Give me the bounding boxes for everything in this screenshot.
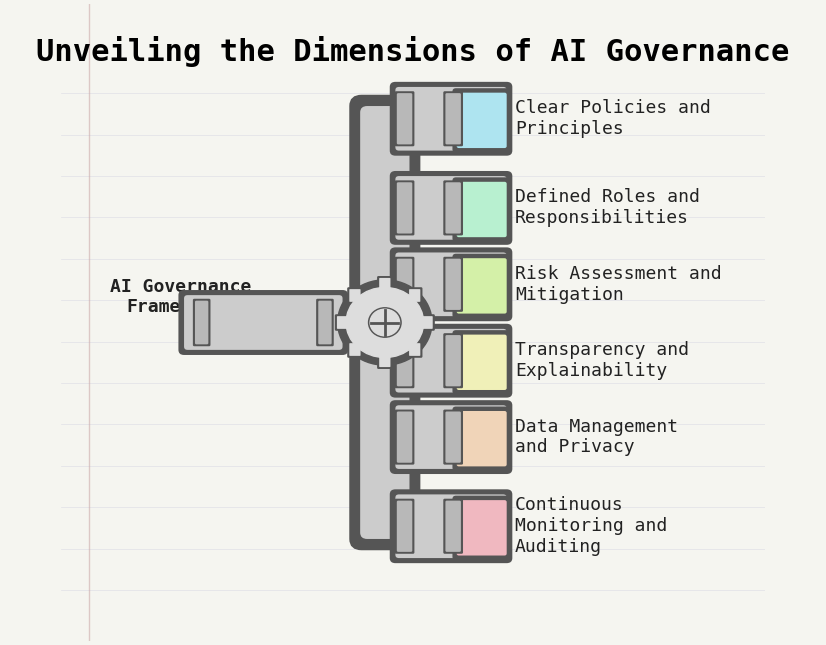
FancyBboxPatch shape — [445, 335, 461, 386]
FancyBboxPatch shape — [396, 176, 506, 240]
FancyBboxPatch shape — [457, 258, 506, 313]
FancyBboxPatch shape — [316, 299, 334, 346]
Circle shape — [373, 107, 397, 130]
FancyBboxPatch shape — [457, 335, 506, 390]
FancyBboxPatch shape — [396, 405, 506, 469]
Circle shape — [368, 308, 401, 337]
FancyBboxPatch shape — [445, 183, 461, 233]
Circle shape — [368, 103, 402, 135]
FancyBboxPatch shape — [335, 314, 350, 331]
FancyBboxPatch shape — [347, 287, 363, 304]
FancyBboxPatch shape — [395, 499, 415, 554]
FancyBboxPatch shape — [337, 316, 349, 329]
Text: Risk Assessment and
Mitigation: Risk Assessment and Mitigation — [515, 265, 722, 304]
FancyBboxPatch shape — [192, 299, 211, 346]
Circle shape — [370, 309, 400, 336]
FancyBboxPatch shape — [396, 183, 412, 233]
FancyBboxPatch shape — [453, 495, 511, 560]
FancyBboxPatch shape — [457, 411, 506, 466]
FancyBboxPatch shape — [349, 289, 361, 302]
FancyBboxPatch shape — [360, 106, 410, 539]
FancyBboxPatch shape — [457, 500, 506, 555]
FancyBboxPatch shape — [178, 290, 349, 355]
FancyBboxPatch shape — [390, 324, 512, 397]
FancyBboxPatch shape — [396, 335, 412, 386]
FancyBboxPatch shape — [195, 301, 208, 344]
Text: Continuous
Monitoring and
Auditing: Continuous Monitoring and Auditing — [515, 497, 667, 556]
Text: Unveiling the Dimensions of AI Governance: Unveiling the Dimensions of AI Governanc… — [36, 36, 790, 67]
FancyBboxPatch shape — [445, 259, 461, 310]
FancyBboxPatch shape — [351, 97, 419, 548]
FancyBboxPatch shape — [349, 343, 361, 356]
FancyBboxPatch shape — [407, 341, 422, 358]
FancyBboxPatch shape — [457, 93, 506, 148]
Text: Defined Roles and
Responsibilities: Defined Roles and Responsibilities — [515, 188, 700, 227]
FancyBboxPatch shape — [390, 171, 512, 245]
FancyBboxPatch shape — [444, 257, 463, 312]
FancyBboxPatch shape — [453, 177, 511, 242]
FancyBboxPatch shape — [444, 333, 463, 388]
Circle shape — [368, 510, 402, 542]
Circle shape — [338, 280, 432, 365]
FancyBboxPatch shape — [396, 259, 412, 310]
FancyBboxPatch shape — [421, 316, 433, 329]
FancyBboxPatch shape — [390, 400, 512, 474]
Text: Clear Policies and
Principles: Clear Policies and Principles — [515, 99, 711, 138]
FancyBboxPatch shape — [444, 499, 463, 554]
FancyBboxPatch shape — [445, 93, 461, 144]
Circle shape — [346, 288, 424, 357]
FancyBboxPatch shape — [396, 252, 506, 316]
FancyBboxPatch shape — [453, 88, 511, 152]
FancyBboxPatch shape — [395, 333, 415, 388]
FancyBboxPatch shape — [379, 278, 391, 291]
FancyBboxPatch shape — [318, 301, 331, 344]
FancyBboxPatch shape — [390, 490, 512, 563]
FancyBboxPatch shape — [453, 253, 511, 318]
FancyBboxPatch shape — [396, 495, 506, 558]
FancyBboxPatch shape — [377, 276, 392, 293]
FancyBboxPatch shape — [390, 82, 512, 155]
FancyBboxPatch shape — [395, 91, 415, 146]
FancyBboxPatch shape — [444, 181, 463, 235]
FancyBboxPatch shape — [396, 501, 412, 552]
FancyBboxPatch shape — [453, 406, 511, 471]
FancyBboxPatch shape — [453, 330, 511, 395]
Text: AI Governance
Frameworks: AI Governance Frameworks — [110, 277, 251, 317]
FancyBboxPatch shape — [409, 289, 420, 302]
FancyBboxPatch shape — [407, 287, 422, 304]
FancyBboxPatch shape — [445, 501, 461, 552]
FancyBboxPatch shape — [184, 295, 343, 350]
Circle shape — [373, 515, 397, 538]
FancyBboxPatch shape — [409, 343, 420, 356]
FancyBboxPatch shape — [347, 341, 363, 358]
FancyBboxPatch shape — [395, 181, 415, 235]
FancyBboxPatch shape — [395, 257, 415, 312]
FancyBboxPatch shape — [379, 354, 391, 367]
FancyBboxPatch shape — [420, 314, 434, 331]
FancyBboxPatch shape — [445, 412, 461, 462]
FancyBboxPatch shape — [457, 182, 506, 237]
FancyBboxPatch shape — [396, 329, 506, 393]
FancyBboxPatch shape — [395, 410, 415, 464]
Text: Transparency and
Explainability: Transparency and Explainability — [515, 341, 689, 380]
FancyBboxPatch shape — [390, 248, 512, 321]
FancyBboxPatch shape — [396, 93, 412, 144]
FancyBboxPatch shape — [396, 412, 412, 462]
Text: Data Management
and Privacy: Data Management and Privacy — [515, 418, 678, 457]
FancyBboxPatch shape — [396, 87, 506, 150]
FancyBboxPatch shape — [377, 352, 392, 369]
FancyBboxPatch shape — [444, 410, 463, 464]
FancyBboxPatch shape — [444, 91, 463, 146]
